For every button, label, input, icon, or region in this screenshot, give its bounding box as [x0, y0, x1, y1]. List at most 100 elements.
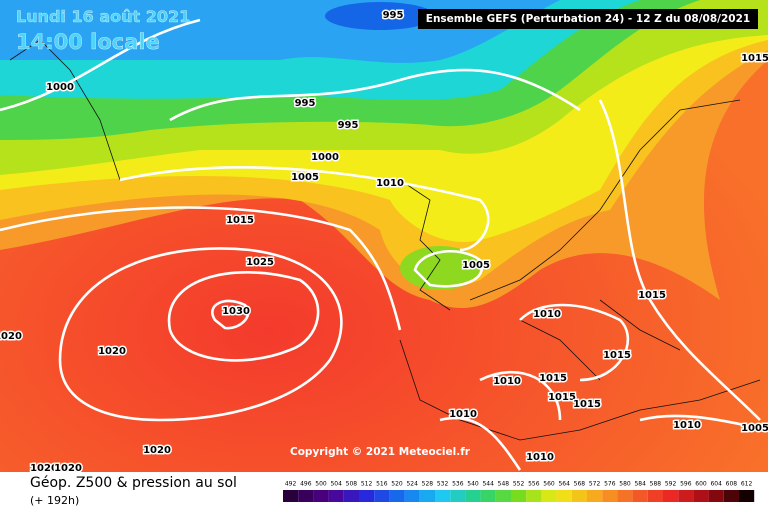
scale-label: 596 [680, 481, 692, 488]
scale-swatch [389, 490, 405, 502]
scale-label: 576 [604, 481, 616, 488]
scale-swatch [678, 490, 694, 502]
scale-label: 564 [558, 481, 570, 488]
isobar-label: 1020 [54, 463, 82, 474]
model-title: Ensemble GEFS (Perturbation 24) - 12 Z d… [426, 13, 750, 25]
isobar-label: 1010 [526, 452, 554, 463]
scale-label: 520 [391, 481, 403, 488]
lead-time: (+ 192h) [30, 494, 79, 507]
scale-label: 552 [513, 481, 525, 488]
isobar-label: 995 [338, 120, 359, 131]
scale-label: 516 [376, 481, 388, 488]
isobar-label: 1015 [638, 290, 666, 301]
isobar-label: 1020 [30, 463, 58, 474]
isobar-label: 1000 [311, 152, 339, 163]
scale-label: 536 [452, 481, 464, 488]
date-title: Lundi 16 août 2021 [16, 7, 190, 26]
scale-swatch [359, 490, 375, 502]
scale-swatch [480, 490, 496, 502]
scale-label: 544 [482, 481, 494, 488]
scale-swatch [283, 490, 299, 502]
scale-swatch [374, 490, 390, 502]
map-field [0, 0, 768, 472]
scale-label: 512 [361, 481, 373, 488]
isobar-label: 1005 [291, 172, 319, 183]
scale-swatch [541, 490, 557, 502]
scale-label: 588 [650, 481, 662, 488]
scale-swatch [617, 490, 633, 502]
isobar-label: 1010 [376, 178, 404, 189]
isobar-label: 1010 [673, 420, 701, 431]
scale-label: 508 [346, 481, 358, 488]
isobar-label: 1015 [548, 392, 576, 403]
scale-label: 540 [467, 481, 479, 488]
scale-swatch [328, 490, 344, 502]
copyright: Copyright © 2021 Meteociel.fr [290, 446, 471, 458]
scale-label: 524 [406, 481, 418, 488]
isobar-label: 1005 [741, 423, 768, 434]
isobar-label: 1000 [46, 82, 74, 93]
scale-swatch [647, 490, 663, 502]
scale-swatch [450, 490, 466, 502]
scale-swatch [435, 490, 451, 502]
scale-swatch [495, 490, 511, 502]
isobar-label: 1015 [226, 215, 254, 226]
isobar-label: 1010 [533, 309, 561, 320]
isobar-labels: 995 1015 1000 995 995 1000 1005 1010 1015 1025 100… [0, 9, 768, 476]
scale-label: 592 [665, 481, 677, 488]
scale-swatch [602, 490, 618, 502]
isobar-label: 1015 [573, 399, 601, 410]
scale-swatch [343, 490, 359, 502]
scale-swatch [632, 490, 648, 502]
scale-swatch [313, 490, 329, 502]
isobar-label: 1015 [603, 350, 631, 361]
scale-label: 504 [330, 481, 342, 488]
isobar-label: 1010 [493, 376, 521, 387]
scale-label: 568 [574, 481, 586, 488]
time-title: 14:00 locale [16, 30, 160, 54]
scale-swatch [571, 490, 587, 502]
scale-label: 560 [543, 481, 555, 488]
isobar-label: 1020 [0, 331, 22, 342]
scale-swatch [739, 490, 755, 502]
isobar-label: 995 [295, 98, 316, 109]
scale-swatch [419, 490, 435, 502]
scale-swatch [526, 490, 542, 502]
scale-label: 500 [315, 481, 327, 488]
isobar-label: 1030 [222, 306, 250, 317]
scale-label: 496 [300, 481, 312, 488]
scale-label: 548 [498, 481, 510, 488]
isobar-label: 1015 [539, 373, 567, 384]
scale-swatch [556, 490, 572, 502]
scale-swatch [587, 490, 603, 502]
scale-label: 608 [726, 481, 738, 488]
scale-swatch [663, 490, 679, 502]
scale-label: 600 [695, 481, 707, 488]
scale-label: 604 [710, 481, 722, 488]
scale-label: 612 [741, 481, 753, 488]
scale-swatch [298, 490, 314, 502]
scale-label: 584 [634, 481, 646, 488]
scale-label: 528 [422, 481, 434, 488]
isobar-label: 1015 [741, 53, 768, 64]
isobar-label: 1005 [462, 260, 490, 271]
isobar-label: 1020 [98, 346, 126, 357]
scale-label: 492 [285, 481, 297, 488]
scale-swatch [404, 490, 420, 502]
scale-label: 572 [589, 481, 601, 488]
scale-swatch [693, 490, 709, 502]
scale-swatch [723, 490, 739, 502]
isobar-label: 1025 [246, 257, 274, 268]
scale-label: 532 [437, 481, 449, 488]
scale-label: 580 [619, 481, 631, 488]
isobar-label: 995 [383, 10, 404, 21]
scale-swatch [511, 490, 527, 502]
header-box [418, 9, 758, 29]
isobar-label: 1020 [143, 445, 171, 456]
product-label: Géop. Z500 & pression au sol [30, 475, 237, 491]
isobar-label: 1010 [449, 409, 477, 420]
scale-label: 556 [528, 481, 540, 488]
scale-swatch [465, 490, 481, 502]
color-scale: 492 496 500 504 508 512 516 520 524 528 532 536 540 5… [283, 481, 755, 502]
